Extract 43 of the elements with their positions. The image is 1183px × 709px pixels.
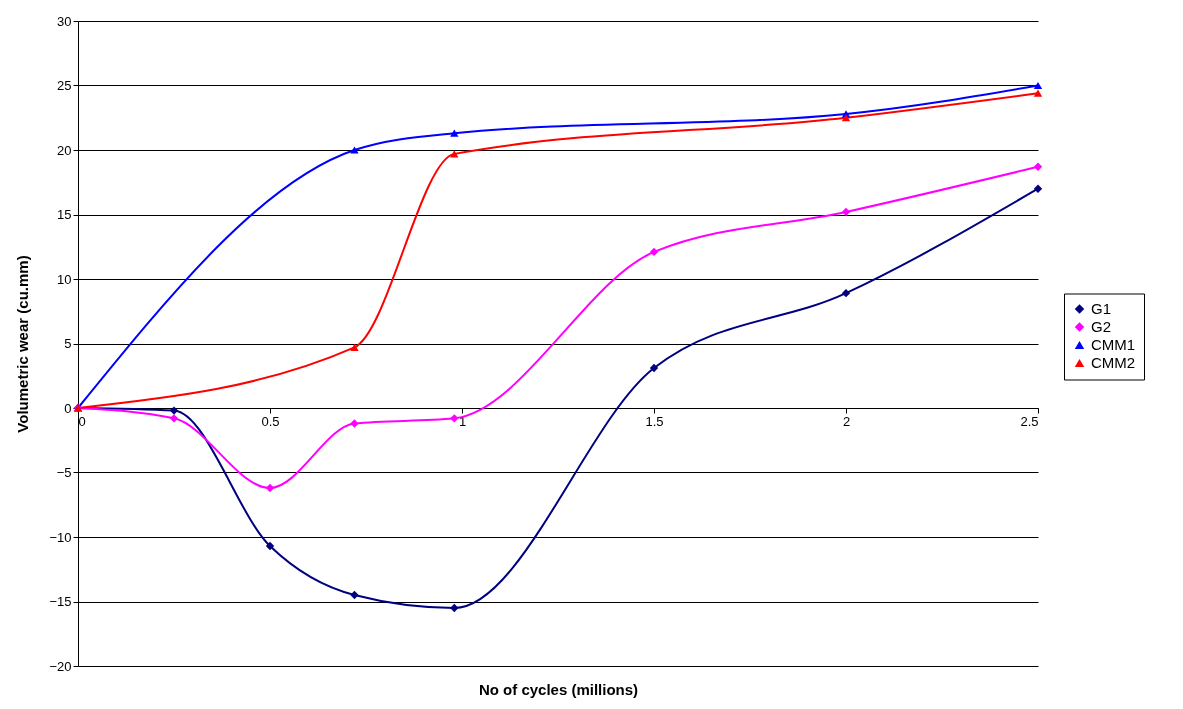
point bbox=[450, 603, 459, 613]
x-tick-label: 1 bbox=[458, 413, 467, 429]
y-tick-label: 15 bbox=[57, 207, 72, 222]
y-tick-label: 5 bbox=[64, 336, 72, 351]
point bbox=[350, 419, 359, 428]
y-tick-label: 30 bbox=[57, 13, 72, 29]
point bbox=[841, 207, 851, 217]
point bbox=[350, 590, 359, 600]
legend-label: CMM2 bbox=[1091, 354, 1136, 371]
point bbox=[1033, 162, 1043, 171]
point bbox=[350, 343, 359, 351]
y-axis-title: Volumetric wear (cu.mm) bbox=[14, 255, 32, 433]
x-tick-label: 2 bbox=[842, 413, 851, 429]
point bbox=[265, 483, 275, 493]
y-tick-label: −10 bbox=[49, 529, 72, 545]
y-tick-label: 20 bbox=[57, 142, 72, 158]
y-tick-label: −20 bbox=[49, 658, 72, 674]
x-tick-label: 1.5 bbox=[645, 413, 664, 429]
x-axis-title: No of cycles (millions) bbox=[478, 680, 639, 698]
point bbox=[169, 414, 179, 423]
x-tick-label: 2.5 bbox=[1020, 413, 1039, 429]
point bbox=[841, 289, 851, 298]
point bbox=[169, 406, 179, 415]
legend-label: G1 bbox=[1091, 300, 1112, 317]
y-tick-label: 10 bbox=[57, 271, 72, 287]
y-tick-label: 0 bbox=[64, 400, 72, 416]
x-tick-label: 0 bbox=[78, 413, 86, 429]
point bbox=[1033, 184, 1043, 193]
point bbox=[649, 247, 659, 257]
point bbox=[450, 414, 459, 423]
legend-label: CMM1 bbox=[1091, 336, 1136, 353]
legend-label: G2 bbox=[1091, 318, 1112, 335]
y-tick-label: −5 bbox=[56, 465, 72, 480]
point bbox=[450, 129, 459, 137]
point bbox=[841, 114, 851, 122]
x-tick-label: 0.5 bbox=[261, 413, 280, 429]
point bbox=[649, 363, 659, 373]
point bbox=[265, 541, 275, 551]
y-tick-label: 25 bbox=[57, 78, 72, 93]
point bbox=[350, 146, 359, 154]
point bbox=[1033, 81, 1043, 90]
y-tick-label: −15 bbox=[49, 594, 72, 609]
point bbox=[1033, 89, 1043, 97]
